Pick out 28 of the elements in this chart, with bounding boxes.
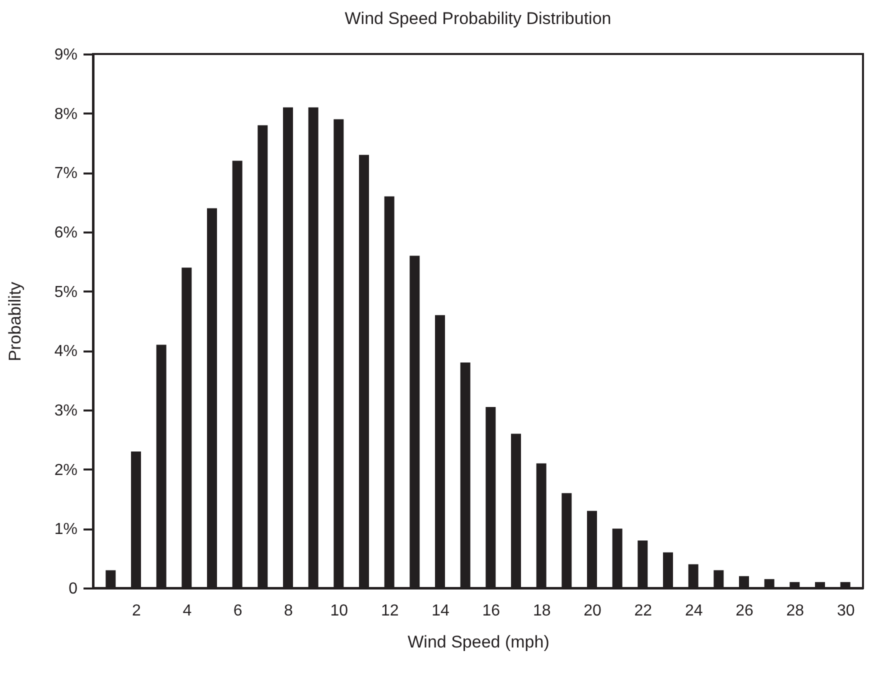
x-tick-label: 26 bbox=[736, 602, 754, 620]
y-tick-label: 4% bbox=[54, 343, 78, 360]
y-tick-label: 9% bbox=[54, 46, 78, 64]
x-tick-label: 28 bbox=[786, 602, 804, 620]
y-tick-label: 7% bbox=[54, 165, 78, 182]
y-tick-label: 1% bbox=[54, 521, 78, 538]
x-tick-label: 8 bbox=[284, 602, 294, 620]
x-tick-label: 30 bbox=[836, 602, 855, 620]
x-tick-label: 6 bbox=[233, 602, 242, 620]
x-tick-label: 4 bbox=[182, 602, 192, 620]
y-tick-label: 2% bbox=[54, 462, 78, 479]
y-tick-label: 8% bbox=[54, 106, 78, 123]
x-tick-label: 22 bbox=[634, 602, 652, 620]
x-tick-label: 14 bbox=[432, 602, 450, 620]
x-tick-label: 16 bbox=[482, 602, 500, 620]
y-tick-label: 6% bbox=[54, 224, 78, 242]
y-tick-label: 5% bbox=[54, 284, 78, 301]
y-tick-label: 0 bbox=[68, 580, 78, 598]
x-tick-label: 12 bbox=[380, 602, 399, 620]
chart-title: Wind Speed Probability Distribution bbox=[344, 9, 612, 28]
y-tick-label: 3% bbox=[54, 402, 78, 420]
x-tick-label: 24 bbox=[684, 602, 703, 620]
x-tick-label: 10 bbox=[330, 602, 348, 620]
y-axis-title: Probability bbox=[5, 281, 24, 362]
x-tick-label: 20 bbox=[584, 602, 602, 620]
x-tick-label: 18 bbox=[532, 602, 551, 620]
x-tick-label: 2 bbox=[132, 602, 142, 620]
x-axis-title: Wind Speed (mph) bbox=[408, 632, 550, 652]
